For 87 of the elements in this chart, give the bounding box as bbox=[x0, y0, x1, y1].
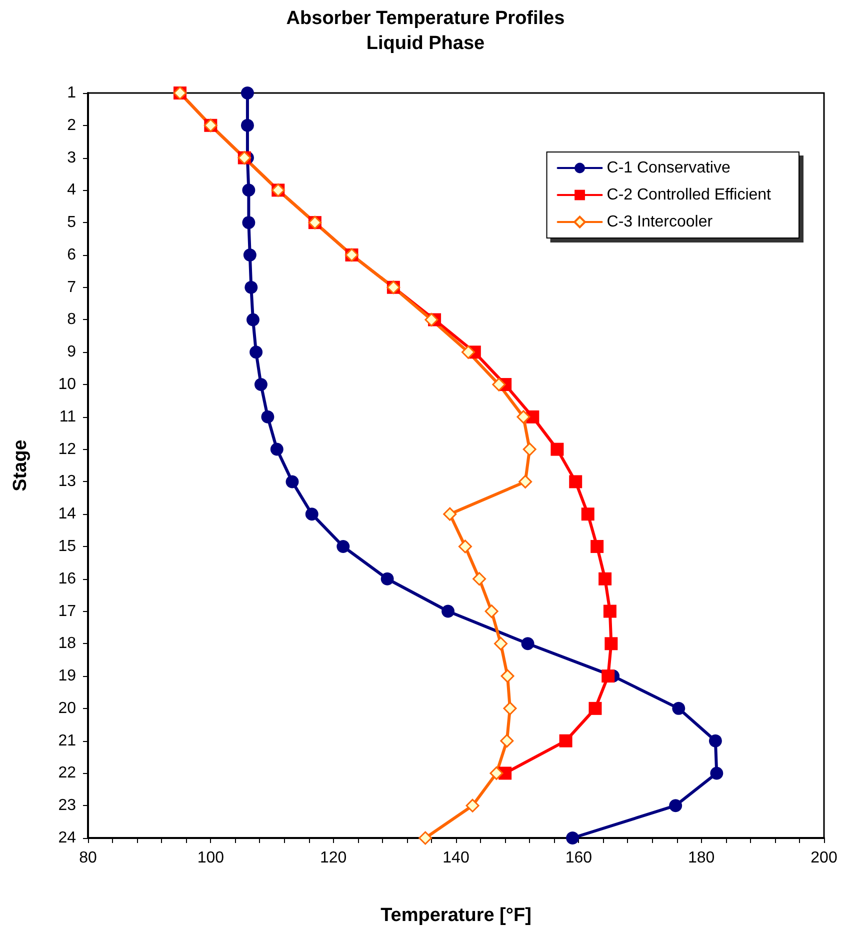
point bbox=[246, 313, 260, 326]
y-tick-label: 14 bbox=[58, 506, 76, 523]
point bbox=[522, 442, 536, 456]
point bbox=[672, 702, 686, 715]
point bbox=[336, 540, 350, 553]
legend-label: C-2 Controlled Efficient bbox=[606, 186, 772, 204]
y-tick-label: 15 bbox=[58, 538, 76, 555]
point bbox=[458, 540, 472, 554]
chart-subtitle: Liquid Phase bbox=[366, 33, 485, 54]
point bbox=[240, 86, 254, 100]
chart-title: Absorber Temperature Profiles bbox=[286, 8, 565, 29]
y-tick-label: 16 bbox=[58, 570, 76, 588]
y-tick-label: 1 bbox=[67, 84, 76, 102]
x-tick-label: 100 bbox=[197, 850, 224, 866]
point bbox=[242, 184, 256, 197]
point bbox=[500, 669, 514, 683]
point bbox=[603, 604, 616, 618]
y-tick-label: 8 bbox=[67, 311, 76, 328]
y-tick-label: 6 bbox=[67, 246, 76, 264]
point bbox=[462, 345, 476, 359]
x-tick-label: 80 bbox=[79, 850, 97, 866]
point bbox=[566, 832, 580, 844]
point bbox=[443, 507, 457, 521]
point bbox=[503, 702, 517, 716]
point bbox=[242, 216, 256, 230]
point bbox=[250, 346, 263, 359]
point bbox=[521, 637, 534, 650]
point bbox=[305, 508, 318, 521]
x-tick-label: 160 bbox=[565, 850, 592, 866]
point bbox=[418, 831, 432, 845]
x-tick-label: 180 bbox=[688, 850, 715, 866]
point bbox=[270, 442, 284, 456]
point bbox=[518, 474, 532, 488]
x-tick-label: 140 bbox=[442, 850, 470, 866]
point bbox=[550, 442, 564, 456]
point bbox=[581, 508, 594, 521]
y-tick-label: 4 bbox=[67, 182, 76, 199]
point bbox=[559, 734, 572, 748]
x-axis-title: Temperature [°F] bbox=[380, 905, 532, 926]
point bbox=[243, 248, 256, 262]
point bbox=[604, 637, 618, 650]
point bbox=[380, 572, 394, 586]
point bbox=[669, 799, 682, 812]
y-tick-label: 9 bbox=[67, 344, 76, 361]
point bbox=[590, 540, 604, 553]
y-tick-label: 24 bbox=[58, 830, 76, 846]
y-tick-label: 18 bbox=[58, 635, 76, 652]
point bbox=[710, 766, 724, 780]
legend-label: C-1 Conservative bbox=[606, 160, 730, 176]
point bbox=[424, 312, 438, 326]
point bbox=[516, 410, 530, 424]
legend-label: C-3 Intercooler bbox=[606, 214, 714, 230]
point bbox=[494, 636, 508, 650]
y-tick-label: 17 bbox=[58, 602, 76, 620]
y-tick-label: 19 bbox=[58, 668, 76, 685]
y-tick-label: 2 bbox=[67, 116, 76, 134]
point bbox=[569, 475, 582, 488]
point bbox=[492, 378, 506, 392]
y-tick-label: 21 bbox=[58, 732, 76, 750]
y-tick-label: 7 bbox=[67, 278, 76, 296]
point bbox=[484, 604, 498, 618]
point bbox=[240, 118, 254, 132]
point bbox=[500, 734, 514, 748]
y-tick-label: 22 bbox=[58, 764, 76, 782]
point bbox=[602, 670, 615, 683]
point bbox=[598, 572, 612, 586]
x-tick-label: 200 bbox=[810, 850, 838, 866]
point bbox=[286, 475, 299, 488]
y-tick-label: 23 bbox=[58, 797, 76, 814]
point bbox=[261, 410, 274, 424]
point bbox=[466, 798, 480, 812]
point bbox=[244, 280, 258, 294]
y-tick-label: 11 bbox=[59, 408, 76, 426]
point bbox=[254, 378, 268, 392]
y-tick-label: 3 bbox=[67, 149, 76, 166]
y-tick-label: 10 bbox=[58, 376, 76, 394]
point bbox=[708, 734, 722, 748]
point bbox=[442, 604, 455, 618]
y-axis-title: Stage bbox=[10, 440, 31, 492]
point bbox=[472, 572, 486, 586]
y-tick-label: 5 bbox=[67, 214, 76, 232]
point bbox=[588, 702, 602, 715]
x-tick-label: 120 bbox=[320, 850, 347, 866]
point bbox=[490, 766, 504, 780]
y-tick-label: 20 bbox=[58, 700, 76, 717]
y-tick-label: 13 bbox=[58, 473, 76, 490]
y-tick-label: 12 bbox=[58, 440, 76, 458]
